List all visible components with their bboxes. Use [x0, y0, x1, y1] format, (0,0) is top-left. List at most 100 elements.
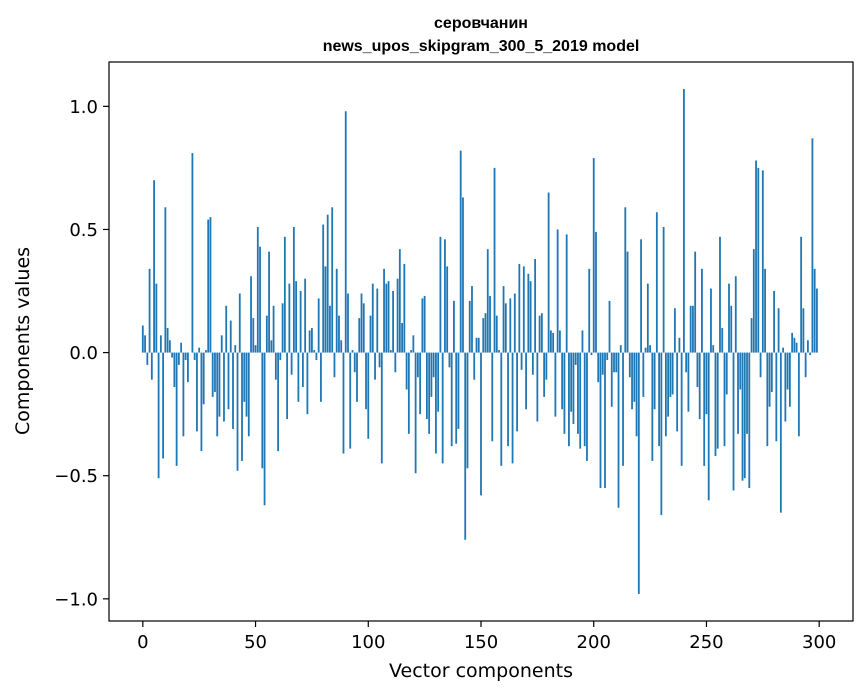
bar-81	[324, 266, 327, 353]
bar-164	[511, 352, 514, 464]
bar-133	[441, 352, 444, 464]
bar-33	[216, 352, 219, 437]
bar-268	[746, 352, 748, 434]
bar-152	[484, 313, 487, 353]
bar-288	[791, 332, 794, 353]
chart-title-line-1: серовчанин	[434, 15, 528, 32]
bar-35	[220, 335, 223, 353]
bar-242	[687, 352, 690, 412]
bar-219	[635, 352, 638, 437]
bar-45	[243, 352, 246, 402]
bar-266	[741, 352, 744, 481]
bar-206	[606, 352, 609, 360]
bar-16	[177, 352, 180, 365]
bar-150	[480, 352, 482, 496]
bar-285	[784, 352, 787, 422]
bar-180	[547, 192, 550, 353]
bar-32	[214, 352, 216, 392]
bar-155	[491, 352, 494, 442]
bar-264	[737, 352, 739, 434]
bar-122	[416, 352, 419, 378]
bar-248	[701, 268, 703, 353]
bar-151	[482, 318, 485, 353]
plot-area-frame	[108, 61, 854, 622]
bar-216	[628, 352, 631, 378]
bar-43	[238, 293, 241, 353]
bar-254	[714, 352, 717, 457]
bar-88	[340, 340, 343, 353]
bar-104	[376, 288, 379, 353]
bar-66	[290, 352, 293, 375]
bar-86	[335, 268, 338, 353]
bar-0	[141, 325, 144, 353]
bar-234	[669, 352, 672, 397]
bar-132	[439, 236, 442, 353]
bar-168	[520, 352, 523, 370]
bar-231	[662, 226, 665, 353]
bar-163	[509, 298, 512, 353]
bar-1	[144, 335, 146, 353]
bar-96	[358, 318, 361, 353]
bar-108	[385, 283, 388, 353]
x-tick-label-0: 0	[137, 632, 148, 653]
bar-167	[518, 263, 521, 353]
bar-15	[175, 352, 178, 466]
bar-75	[311, 327, 313, 353]
y-tick-label-4: 1.0	[69, 97, 98, 118]
bar-246	[696, 352, 699, 388]
bar-239	[680, 352, 683, 466]
bar-130	[435, 352, 437, 454]
bar-157	[495, 315, 498, 353]
bar-185	[559, 330, 561, 353]
bar-76	[313, 350, 316, 353]
bar-23	[193, 352, 196, 360]
bar-143	[464, 352, 467, 540]
bar-53	[261, 352, 264, 469]
bar-293	[802, 308, 805, 353]
bar-214	[624, 207, 627, 353]
bar-289	[793, 337, 796, 353]
bar-135	[446, 266, 449, 353]
bar-189	[568, 352, 570, 447]
bar-47	[247, 352, 250, 437]
bar-203	[599, 352, 602, 489]
x-tick-label-250: 250	[689, 632, 723, 653]
bar-13	[171, 352, 174, 358]
bar-261	[730, 305, 733, 353]
bar-74	[308, 330, 311, 353]
bar-212	[619, 345, 622, 353]
bar-2	[146, 352, 149, 365]
bar-227	[653, 352, 656, 410]
bar-116	[403, 263, 406, 353]
bar-196	[583, 352, 586, 447]
bar-291	[797, 352, 800, 437]
bar-94	[353, 352, 356, 373]
bar-97	[360, 293, 363, 353]
bar-177	[540, 313, 543, 353]
bar-90	[344, 111, 347, 353]
bar-131	[437, 352, 440, 412]
bar-257	[721, 327, 724, 353]
bar-113	[396, 278, 399, 353]
bar-178	[543, 352, 546, 397]
bar-174	[534, 259, 537, 353]
bar-28	[205, 350, 207, 353]
bar-263	[734, 276, 737, 353]
bar-112	[394, 352, 397, 373]
bar-283	[779, 352, 782, 513]
bar-146	[471, 286, 473, 353]
bar-233	[667, 352, 670, 417]
bar-31	[211, 352, 214, 397]
y-tick-label-1: −0.5	[54, 466, 98, 487]
bar-208	[610, 352, 613, 407]
bar-10	[164, 207, 167, 353]
bar-129	[432, 352, 435, 378]
bar-103	[374, 352, 376, 380]
bar-144	[466, 352, 469, 469]
bar-41	[234, 345, 237, 353]
y-tick-label-2: 0.0	[69, 343, 98, 364]
bar-162	[507, 352, 509, 447]
bar-179	[545, 352, 548, 380]
x-axis-label: Vector components	[389, 660, 573, 682]
bar-107	[383, 268, 385, 353]
